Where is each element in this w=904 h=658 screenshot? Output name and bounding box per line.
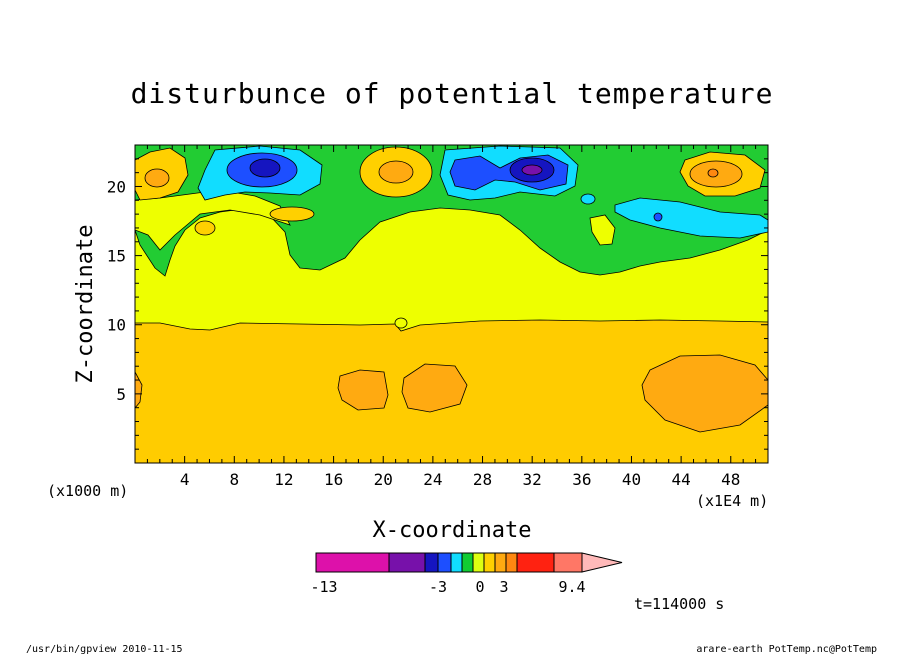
colorbar-label: 9.4: [558, 578, 585, 596]
y-tick-label: 5: [116, 385, 126, 404]
x-tick-label: 20: [374, 470, 393, 489]
footer-right: arare-earth_PotTemp.nc@PotTemp: [696, 644, 877, 654]
x-tick-label: 28: [473, 470, 492, 489]
x-units-right: (x1E4 m): [696, 492, 768, 510]
colorbar-label: -3: [429, 578, 447, 596]
x-tick-label: 48: [721, 470, 740, 489]
y-tick-label: 20: [107, 177, 126, 196]
chart-title: disturbunce of potential temperature: [131, 77, 774, 110]
colorbar-extension-arrow: [581, 552, 623, 573]
colorbar-swatch: [424, 552, 439, 573]
x-axis-label: X-coordinate: [373, 518, 532, 543]
x-axis: 4 8 12 16 20 24 28 32 36 40 44 48: [146, 145, 757, 489]
x-tick-label: 4: [180, 470, 190, 489]
y-tick-label: 15: [107, 247, 126, 266]
colorbar-swatch: [483, 552, 496, 573]
footer-left: /usr/bin/gpview 2010-11-15: [26, 644, 183, 654]
plot-frame: [134, 144, 769, 464]
x-tick-label: 40: [622, 470, 641, 489]
colorbar-swatch: [516, 552, 555, 573]
colorbar-label: -13: [310, 578, 337, 596]
x-tick-label: 16: [324, 470, 343, 489]
colorbar-swatch: [472, 552, 485, 573]
colorbar-swatch: [553, 552, 583, 573]
colorbar-swatch: [450, 552, 463, 573]
colorbar-label: 0: [475, 578, 484, 596]
colorbar-swatch: [437, 552, 452, 573]
colorbar-swatch: [388, 552, 426, 573]
x-units-left: (x1000 m): [47, 482, 128, 500]
colorbar-swatch: [494, 552, 507, 573]
x-tick-label: 12: [274, 470, 293, 489]
x-tick-label: 8: [229, 470, 239, 489]
y-axis: 5 10 15 20: [107, 158, 768, 450]
y-tick-label: 10: [107, 316, 126, 335]
x-tick-label: 36: [572, 470, 591, 489]
colorbar-swatch: [505, 552, 518, 573]
colorbar-swatch: [461, 552, 474, 573]
time-annotation: t=114000 s: [634, 595, 724, 613]
x-tick-label: 44: [671, 470, 690, 489]
x-tick-label: 32: [523, 470, 542, 489]
colorbar-label: 3: [499, 578, 508, 596]
y-axis-label: Z-coordinate: [73, 225, 98, 384]
colorbar: -13 -3 0 3 9.4: [310, 552, 623, 596]
x-tick-label: 24: [423, 470, 442, 489]
colorbar-swatch: [315, 552, 390, 573]
